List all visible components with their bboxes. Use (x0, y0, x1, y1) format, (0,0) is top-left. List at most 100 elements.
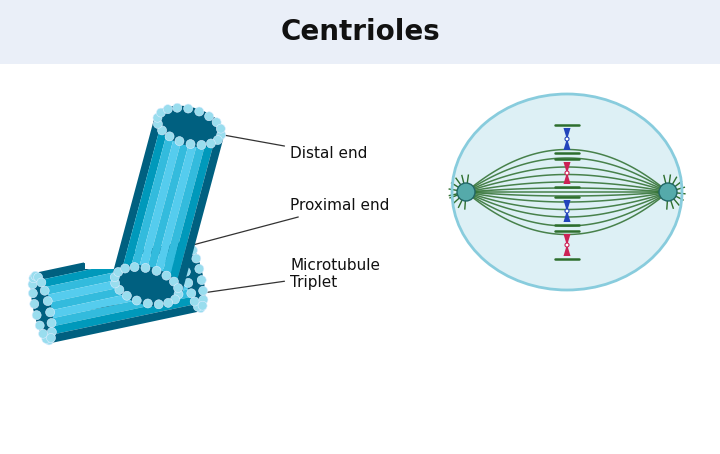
Circle shape (565, 209, 569, 213)
Circle shape (189, 246, 197, 255)
Circle shape (180, 247, 189, 257)
Circle shape (39, 329, 48, 338)
Circle shape (143, 299, 153, 308)
Circle shape (565, 137, 569, 141)
Circle shape (457, 183, 475, 201)
Circle shape (197, 276, 206, 285)
Circle shape (175, 137, 184, 146)
Polygon shape (85, 254, 165, 269)
Circle shape (158, 126, 166, 135)
Circle shape (194, 302, 202, 311)
Circle shape (207, 139, 215, 148)
Polygon shape (135, 123, 186, 285)
Circle shape (120, 264, 130, 273)
Polygon shape (564, 200, 568, 210)
Circle shape (197, 140, 206, 149)
Circle shape (192, 254, 201, 263)
Circle shape (47, 333, 55, 342)
Polygon shape (48, 303, 202, 343)
Circle shape (28, 289, 37, 298)
Circle shape (180, 257, 189, 266)
Ellipse shape (452, 94, 682, 290)
Circle shape (32, 311, 41, 320)
Ellipse shape (31, 273, 54, 343)
Circle shape (184, 278, 193, 287)
Polygon shape (43, 280, 197, 320)
Polygon shape (566, 200, 570, 210)
Circle shape (217, 130, 226, 139)
Polygon shape (127, 121, 178, 282)
Polygon shape (46, 296, 199, 336)
Polygon shape (35, 241, 188, 281)
Circle shape (195, 264, 204, 273)
Polygon shape (566, 140, 570, 150)
Polygon shape (143, 125, 193, 287)
Polygon shape (566, 212, 570, 222)
Circle shape (181, 267, 190, 276)
Polygon shape (40, 264, 193, 304)
Polygon shape (41, 272, 194, 312)
Circle shape (132, 296, 141, 305)
Circle shape (171, 295, 179, 304)
Polygon shape (166, 132, 217, 293)
Bar (0, 0, 720, 64)
Circle shape (565, 243, 569, 247)
Polygon shape (38, 257, 192, 296)
Polygon shape (564, 174, 568, 184)
Polygon shape (112, 117, 162, 278)
Circle shape (181, 242, 189, 251)
Polygon shape (564, 162, 568, 172)
Circle shape (48, 327, 56, 336)
Circle shape (115, 285, 124, 294)
Circle shape (196, 304, 205, 313)
Circle shape (122, 291, 131, 300)
Polygon shape (566, 234, 570, 244)
Polygon shape (564, 212, 568, 222)
Circle shape (114, 267, 122, 276)
Circle shape (31, 271, 40, 280)
Circle shape (111, 279, 120, 288)
Text: Centrioles: Centrioles (280, 18, 440, 46)
Circle shape (45, 336, 53, 345)
Circle shape (198, 301, 207, 310)
Circle shape (182, 239, 192, 248)
Polygon shape (37, 248, 189, 289)
Circle shape (28, 280, 37, 289)
Circle shape (154, 300, 163, 309)
Circle shape (173, 103, 181, 112)
Ellipse shape (182, 241, 205, 311)
Circle shape (153, 119, 163, 128)
Polygon shape (566, 246, 570, 256)
Circle shape (37, 278, 46, 287)
Circle shape (184, 104, 193, 113)
Polygon shape (45, 288, 198, 328)
Circle shape (110, 273, 120, 281)
Polygon shape (564, 128, 568, 138)
Circle shape (47, 319, 56, 327)
Circle shape (42, 335, 51, 343)
Ellipse shape (112, 265, 181, 306)
Circle shape (153, 113, 162, 122)
Polygon shape (566, 128, 570, 138)
Text: Proximal end: Proximal end (143, 198, 390, 258)
Circle shape (34, 273, 42, 282)
Circle shape (194, 107, 204, 116)
Circle shape (186, 289, 196, 298)
Polygon shape (566, 162, 570, 172)
Text: Distal end: Distal end (200, 131, 367, 162)
Circle shape (659, 183, 677, 201)
Polygon shape (150, 127, 201, 289)
Polygon shape (566, 174, 570, 184)
Circle shape (40, 286, 49, 295)
Circle shape (199, 286, 207, 295)
Ellipse shape (154, 106, 225, 147)
Circle shape (152, 266, 161, 276)
Circle shape (216, 124, 225, 133)
Circle shape (130, 262, 139, 271)
Circle shape (35, 321, 44, 330)
Circle shape (156, 108, 166, 117)
Circle shape (163, 298, 173, 307)
Polygon shape (120, 119, 170, 281)
Circle shape (186, 139, 195, 148)
Circle shape (29, 274, 38, 283)
